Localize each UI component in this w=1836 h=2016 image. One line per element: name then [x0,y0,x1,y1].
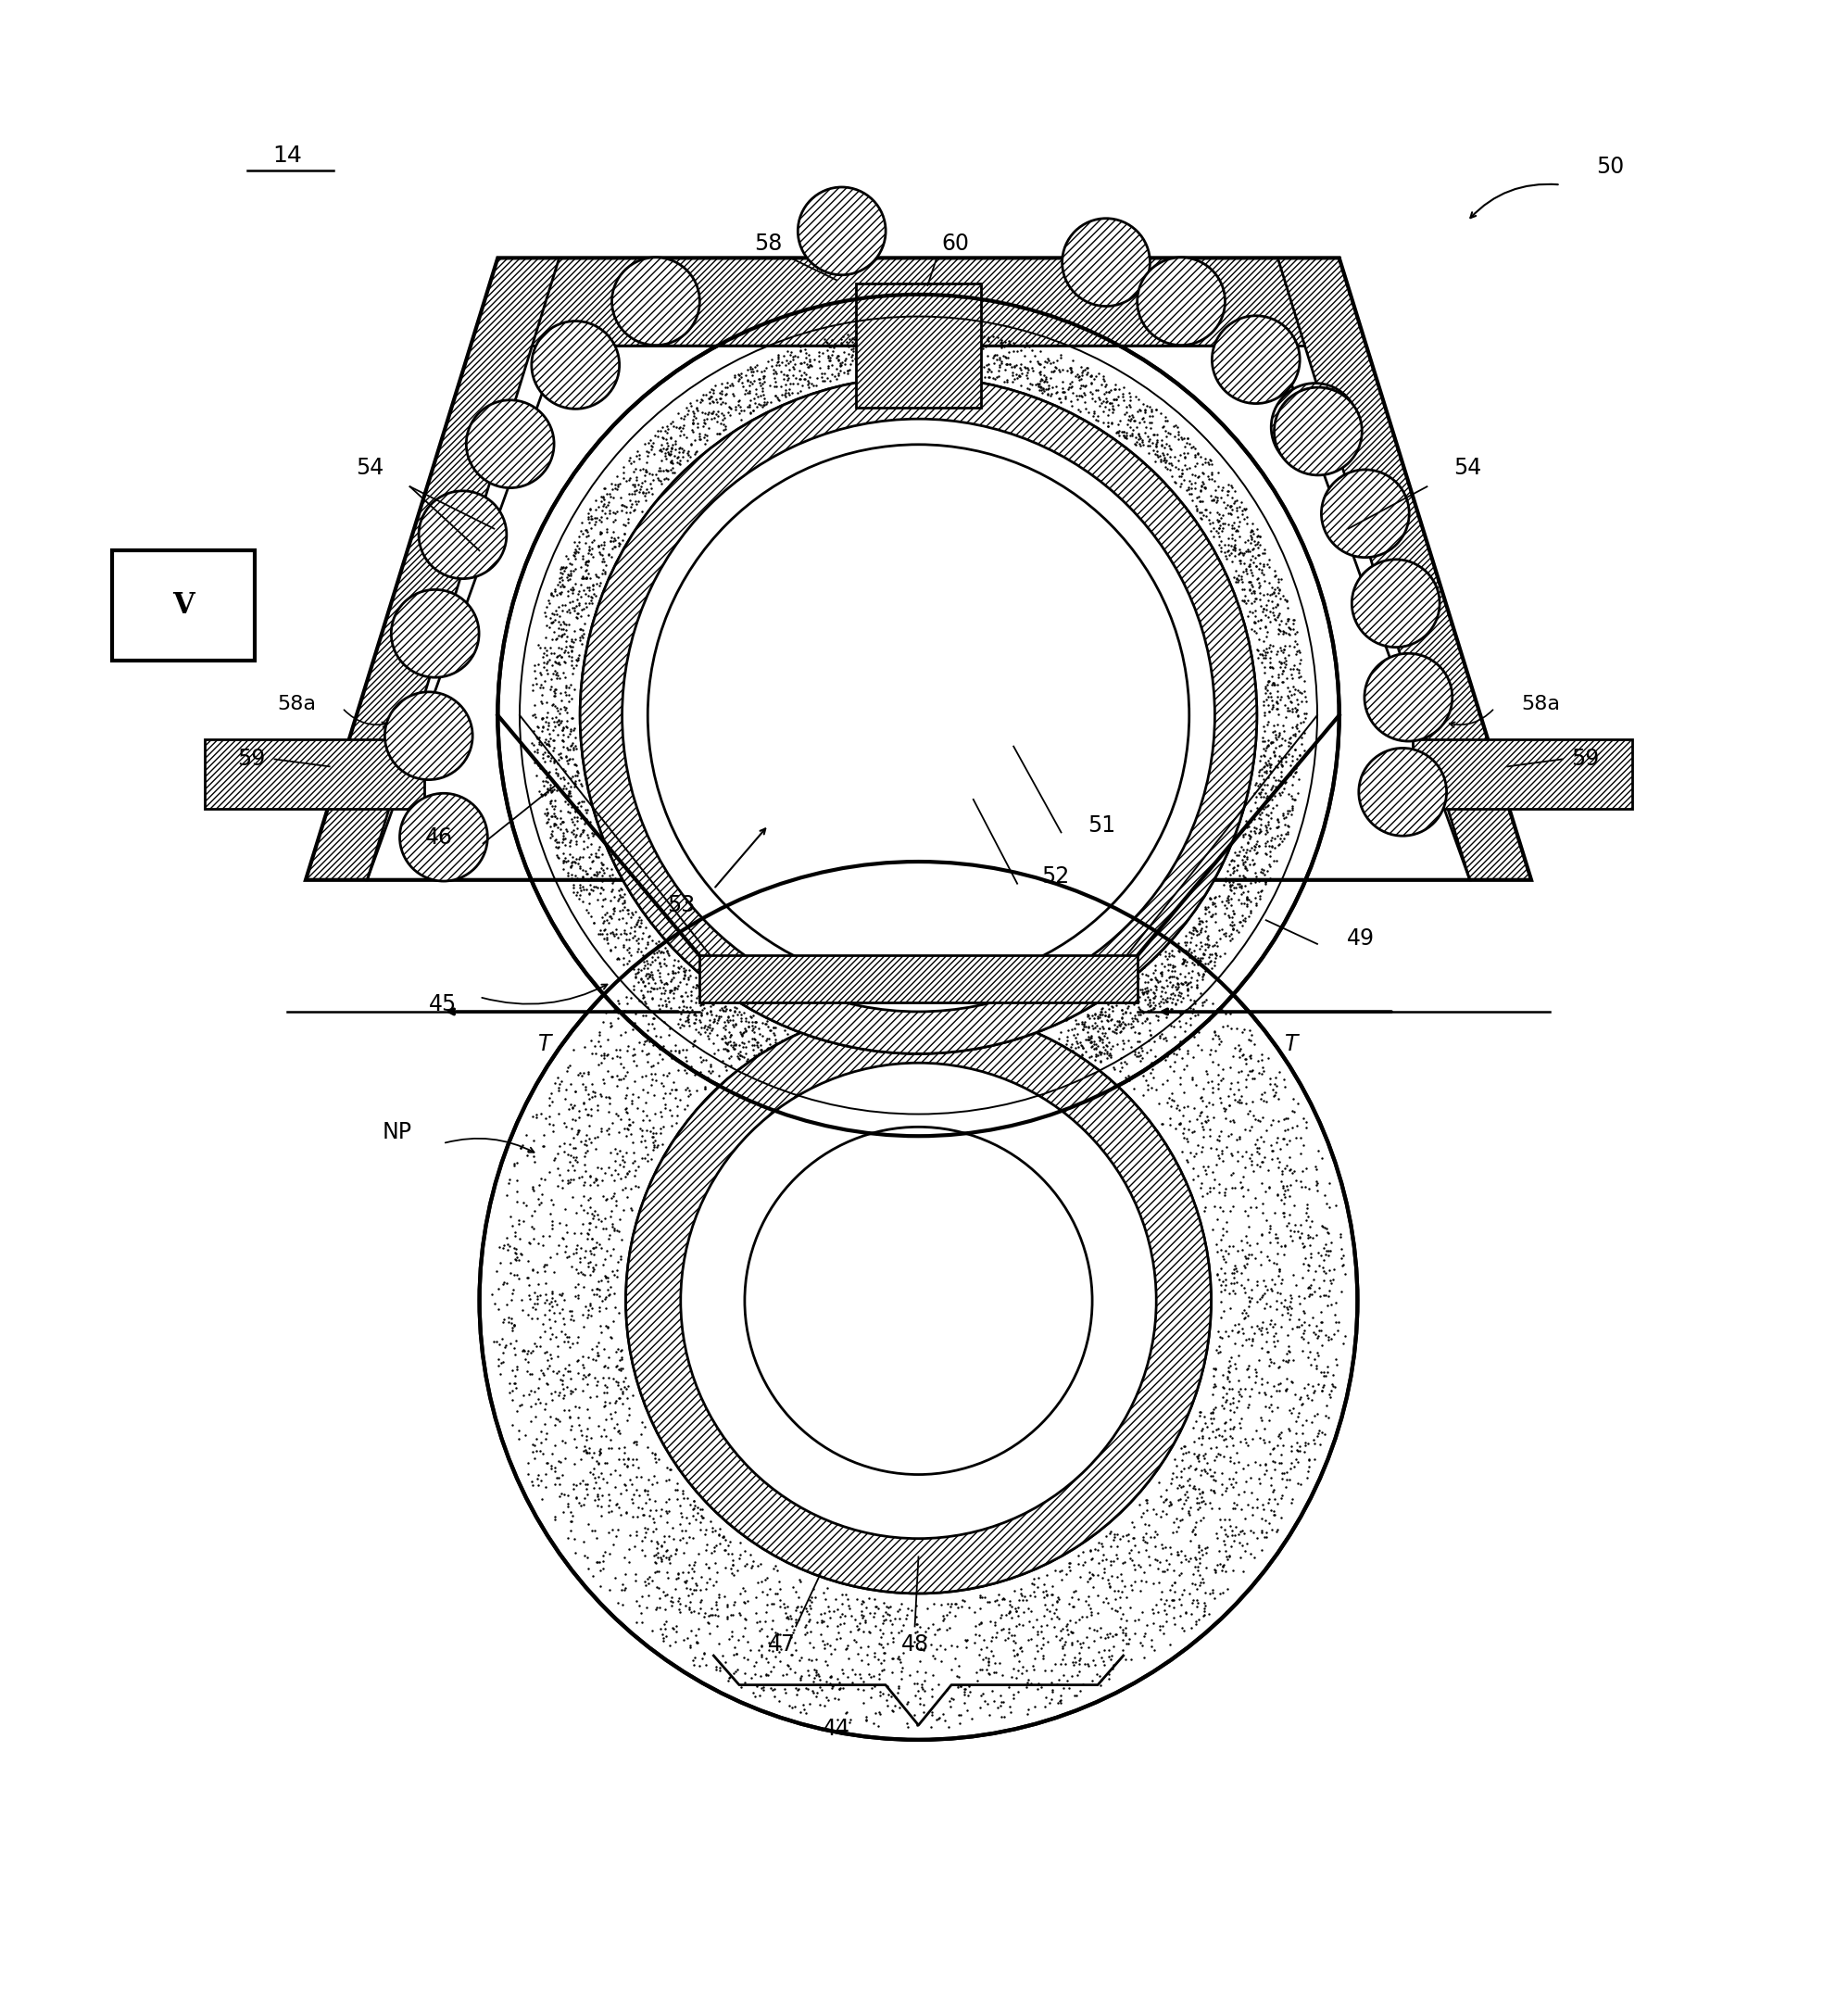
Text: 58a: 58a [1520,696,1559,714]
Circle shape [580,377,1256,1054]
Circle shape [1274,387,1360,476]
Circle shape [611,258,700,345]
Text: 51: 51 [1087,814,1114,837]
Text: 44: 44 [823,1718,850,1740]
Bar [856,284,980,407]
Text: 60: 60 [940,232,968,254]
Polygon shape [305,258,558,879]
Text: 54: 54 [356,458,384,480]
Text: 59: 59 [1570,748,1599,770]
Circle shape [797,187,885,274]
Circle shape [1320,470,1408,558]
Circle shape [466,399,554,488]
Text: 52: 52 [1041,865,1069,887]
Text: 58: 58 [755,232,782,254]
Circle shape [1364,653,1452,742]
Circle shape [1136,258,1225,345]
Text: NP: NP [382,1121,411,1143]
Text: 45: 45 [428,994,457,1016]
Circle shape [1271,383,1359,472]
Bar [1412,740,1630,808]
Circle shape [1061,218,1149,306]
Text: 47: 47 [767,1633,795,1655]
Circle shape [626,1008,1210,1593]
Circle shape [744,1127,1092,1474]
Polygon shape [1278,258,1531,879]
Bar [112,550,255,661]
Circle shape [531,321,619,409]
Circle shape [622,419,1214,1012]
Text: 59: 59 [237,748,266,770]
Circle shape [1212,317,1300,403]
Circle shape [498,294,1338,1137]
Text: 46: 46 [426,827,453,849]
Bar [206,740,424,808]
Polygon shape [498,258,1338,345]
Circle shape [580,377,1256,1054]
Text: 48: 48 [900,1633,929,1655]
Circle shape [384,691,472,780]
Circle shape [626,1008,1210,1593]
Text: 53: 53 [666,895,694,917]
Text: 50: 50 [1595,155,1623,177]
Text: T: T [1285,1034,1298,1056]
Text: 14: 14 [272,145,301,167]
Circle shape [1359,748,1445,837]
Circle shape [479,861,1357,1740]
Polygon shape [305,258,1531,879]
Circle shape [391,589,479,677]
Text: 58a: 58a [277,696,316,714]
Circle shape [1351,558,1439,647]
Circle shape [648,444,1188,986]
Text: 54: 54 [1452,458,1480,480]
Circle shape [419,490,507,579]
Bar [700,956,1136,1002]
Circle shape [400,794,487,881]
Text: 49: 49 [1346,927,1375,950]
Text: V: V [173,591,195,619]
Text: T: T [538,1034,551,1056]
Circle shape [681,1062,1155,1538]
